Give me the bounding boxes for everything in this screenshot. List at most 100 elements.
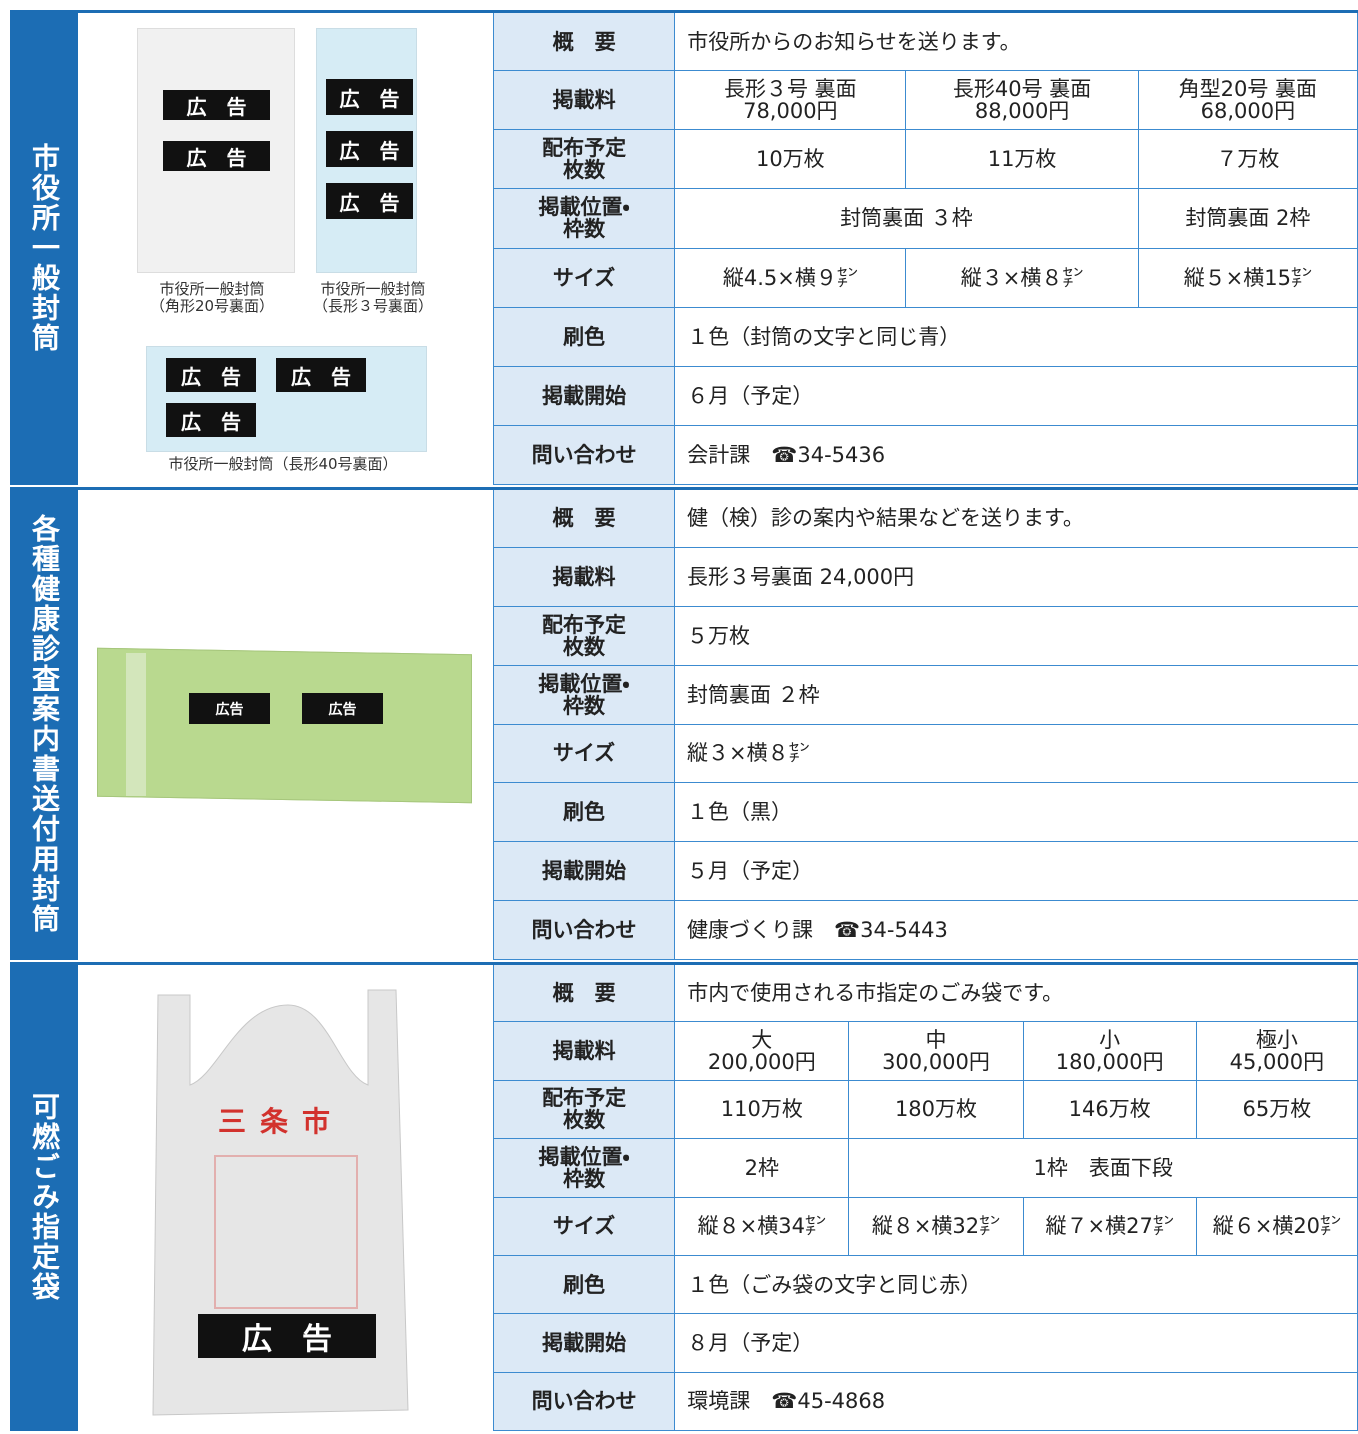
row-value: 封筒裏面 ３枠 xyxy=(675,189,1139,248)
row-label: 掲載位置・ 枠数 xyxy=(494,1139,675,1197)
row-label: 概 要 xyxy=(494,964,675,1022)
row-label: 問い合わせ xyxy=(494,1372,675,1430)
row-value: 縦８×横32㌢ xyxy=(849,1197,1023,1255)
row-value: 環境課 ☎45-4868 xyxy=(675,1372,1358,1430)
row-value: １色（封筒の文字と同じ青） xyxy=(675,307,1358,366)
row-label: 配布予定 枚数 xyxy=(494,1080,675,1138)
bag-print xyxy=(214,1155,358,1309)
row-label: 掲載開始 xyxy=(494,1314,675,1372)
picture: 広 告 広 告 広 告 広 告 広 告 市役所一般封筒 （角形20号裏面） 市役… xyxy=(78,10,493,485)
row-value: 市役所からのお知らせを送ります。 xyxy=(675,12,1358,71)
row-label: 刷色 xyxy=(494,783,675,842)
section-title-bar: 市役所一般封筒 xyxy=(10,10,78,485)
envelope-image xyxy=(97,648,472,804)
row-value: 縦６×横20㌢ xyxy=(1196,1197,1357,1255)
caption: 市役所一般封筒（長形40号裏面） xyxy=(108,456,458,473)
row-value: ５月（予定） xyxy=(675,842,1358,901)
row-value: 健康づくり課 ☎34-5443 xyxy=(675,901,1358,960)
row-value: 大 200,000円 xyxy=(675,1022,849,1080)
picture: 広告 広告 xyxy=(78,487,493,960)
row-label: 掲載料 xyxy=(494,71,675,130)
row-label: 概 要 xyxy=(494,12,675,71)
table-row: 掲載料長形３号 裏面 78,000円長形40号 裏面 88,000円角型20号 … xyxy=(494,71,1358,130)
row-label: 掲載位置・ 枠数 xyxy=(494,189,675,248)
row-label: サイズ xyxy=(494,1197,675,1255)
row-value: 会計課 ☎34-5436 xyxy=(675,425,1358,484)
row-label: 配布予定 枚数 xyxy=(494,606,675,665)
section: 可燃ごみ指定袋 三条市 広 告 概 要市内で使用される市指定のごみ袋です。掲載料… xyxy=(10,962,1358,1431)
caption: 市役所一般封筒 （長形３号裏面） xyxy=(298,281,448,314)
ad-label: 広 告 xyxy=(326,79,413,115)
section: 各種健康診査案内書送付用封筒 広告 広告 概 要健（検）診の案内や結果などを送り… xyxy=(10,487,1358,960)
section-title-bar: 各種健康診査案内書送付用封筒 xyxy=(10,487,78,960)
row-value: 縦５×横15㌢ xyxy=(1138,248,1357,307)
row-value: ７万枚 xyxy=(1138,130,1357,189)
row-value: 65万枚 xyxy=(1196,1080,1357,1138)
row-value: 長形40号 裏面 88,000円 xyxy=(906,71,1138,130)
row-value: １色（ごみ袋の文字と同じ赤） xyxy=(675,1255,1358,1313)
row-label: サイズ xyxy=(494,248,675,307)
table-row: 問い合わせ健康づくり課 ☎34-5443 xyxy=(494,901,1358,960)
table-row: 掲載料長形３号裏面 24,000円 xyxy=(494,547,1358,606)
row-value: 146万枚 xyxy=(1023,1080,1196,1138)
ad-label: 広 告 xyxy=(166,403,256,437)
info-table: 概 要健（検）診の案内や結果などを送ります。掲載料長形３号裏面 24,000円配… xyxy=(493,487,1358,960)
row-label: 問い合わせ xyxy=(494,425,675,484)
row-value: 中 300,000円 xyxy=(849,1022,1023,1080)
section-title: 市役所一般封筒 xyxy=(24,143,64,353)
row-value: ５万枚 xyxy=(675,606,1358,665)
caption: 市役所一般封筒 （角形20号裏面） xyxy=(132,281,292,314)
row-label: 配布予定 枚数 xyxy=(494,130,675,189)
row-value: 縦３×横８㌢ xyxy=(675,724,1358,783)
row-value: 2枠 xyxy=(675,1139,849,1197)
row-value: 長形３号 裏面 78,000円 xyxy=(675,71,906,130)
row-value: 小 180,000円 xyxy=(1023,1022,1196,1080)
section-title: 可燃ごみ指定袋 xyxy=(24,1092,64,1302)
section: 市役所一般封筒 広 告 広 告 広 告 広 告 広 告 市役所一般封筒 （角形2… xyxy=(10,10,1358,485)
row-value: 10万枚 xyxy=(675,130,906,189)
row-label: 刷色 xyxy=(494,1255,675,1313)
row-value: 110万枚 xyxy=(675,1080,849,1138)
row-value: ８月（予定） xyxy=(675,1314,1358,1372)
row-value: 縦７×横27㌢ xyxy=(1023,1197,1196,1255)
ad-label: 広 告 xyxy=(166,358,256,392)
table-row: 概 要健（検）診の案内や結果などを送ります。 xyxy=(494,489,1358,548)
info-table: 概 要市内で使用される市指定のごみ袋です。掲載料大 200,000円中 300,… xyxy=(493,962,1358,1431)
row-value: 縦８×横34㌢ xyxy=(675,1197,849,1255)
ad-label: 広 告 xyxy=(198,1314,376,1358)
row-value: 11万枚 xyxy=(906,130,1138,189)
table-row: サイズ縦８×横34㌢縦８×横32㌢縦７×横27㌢縦６×横20㌢ xyxy=(494,1197,1358,1255)
table-row: 掲載料大 200,000円中 300,000円小 180,000円極小 45,0… xyxy=(494,1022,1358,1080)
table-row: 概 要市役所からのお知らせを送ります。 xyxy=(494,12,1358,71)
ad-label: 広告 xyxy=(302,693,383,724)
picture: 三条市 広 告 xyxy=(78,962,493,1431)
row-label: 掲載開始 xyxy=(494,366,675,425)
ad-label: 広 告 xyxy=(326,131,413,167)
section-title: 各種健康診査案内書送付用封筒 xyxy=(24,514,64,934)
row-value: １色（黒） xyxy=(675,783,1358,842)
bag-text: 三条市 xyxy=(218,1100,344,1140)
row-value: 180万枚 xyxy=(849,1080,1023,1138)
section-title-bar: 可燃ごみ指定袋 xyxy=(10,962,78,1431)
table-row: 問い合わせ会計課 ☎34-5436 xyxy=(494,425,1358,484)
row-label: 問い合わせ xyxy=(494,901,675,960)
row-value: 1枠 表面下段 xyxy=(849,1139,1358,1197)
row-value: 封筒裏面 ２枠 xyxy=(675,665,1358,724)
ad-label: 広 告 xyxy=(163,141,270,171)
ad-label: 広 告 xyxy=(276,358,366,392)
row-value: 縦4.5×横９㌢ xyxy=(675,248,906,307)
info-table: 概 要市役所からのお知らせを送ります。掲載料長形３号 裏面 78,000円長形4… xyxy=(493,10,1358,485)
ad-label: 広 告 xyxy=(163,90,270,120)
